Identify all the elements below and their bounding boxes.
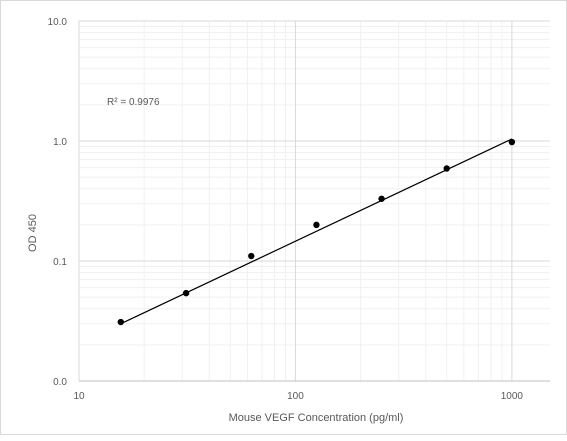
- y-axis-label: OD 450: [27, 214, 39, 252]
- y-tick-label: 0.0: [53, 377, 67, 388]
- data-point: [508, 138, 516, 146]
- data-point: [378, 195, 385, 202]
- data-point: [117, 318, 125, 326]
- x-axis-label: Mouse VEGF Concentration (pg/ml): [229, 412, 404, 424]
- major-grid: [79, 20, 550, 381]
- trendline-group: [120, 138, 513, 325]
- y-tick-label: 10.0: [48, 17, 68, 28]
- axes: [78, 21, 550, 382]
- data-point: [443, 165, 450, 172]
- y-tick-label: 0.1: [53, 257, 67, 268]
- x-tick-label: 1000: [501, 391, 524, 402]
- data-point: [182, 289, 190, 297]
- y-tick-label: 1.0: [53, 137, 67, 148]
- x-tick-labels: 10 100 1000: [73, 391, 523, 402]
- data-point: [248, 252, 255, 260]
- r-squared-annotation: R² = 0.9976: [107, 97, 160, 108]
- minor-grid: [79, 21, 550, 381]
- data-point: [313, 221, 320, 229]
- x-tick-label: 10: [73, 391, 85, 402]
- data-points: [117, 138, 516, 326]
- y-tick-labels: 0.0 0.1 1.0 10.0: [48, 17, 68, 388]
- x-tick-label: 100: [287, 391, 304, 402]
- trendline: [120, 138, 513, 325]
